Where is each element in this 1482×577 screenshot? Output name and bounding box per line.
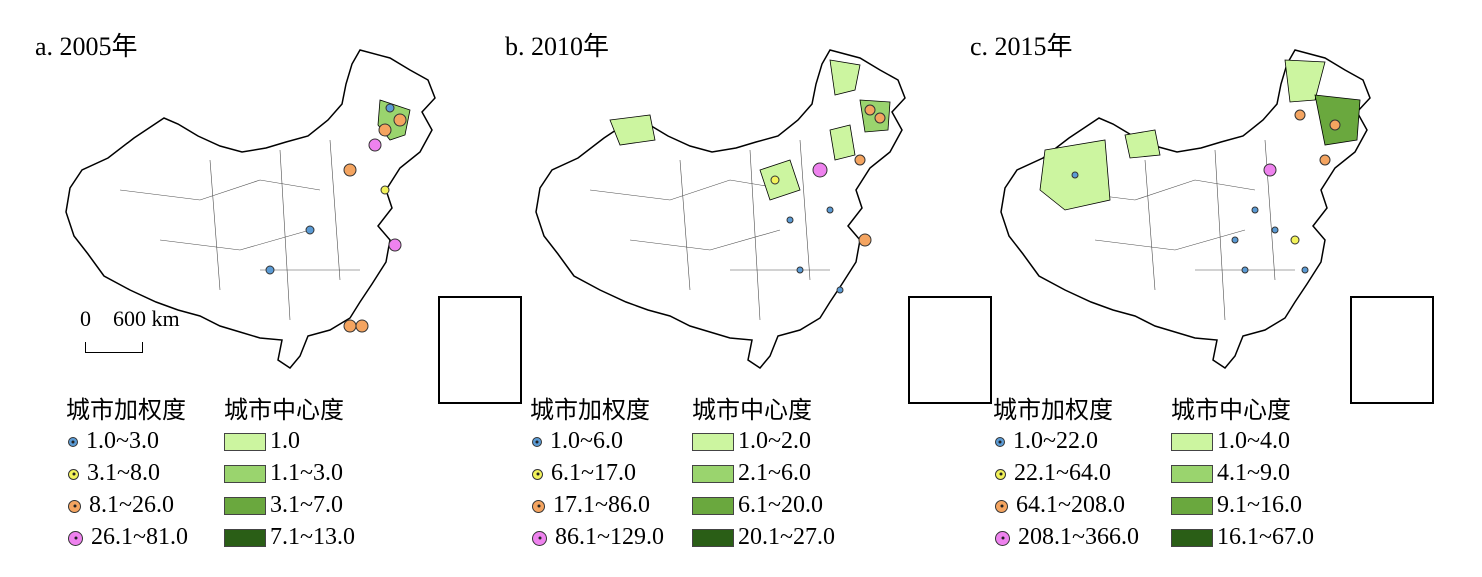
south-china-sea-inset — [908, 296, 992, 404]
legend-c-row-4: 20.1~27.0 — [692, 522, 835, 552]
symbol-icon — [995, 499, 1008, 513]
legend-centrality-header: 城市中心度 — [1171, 398, 1291, 424]
legend-wd-row-4: 26.1~81.0 — [68, 522, 188, 552]
symbol-icon — [68, 437, 78, 448]
legend-wd-row-1: 1.0~6.0 — [532, 426, 623, 456]
panel-2010: b. 2010年 城市加权度 城市中心度 1.0~6.0 6.1~17.0 17… — [500, 0, 992, 577]
legend-c-row-2: 1.1~3.0 — [224, 458, 343, 488]
swatch-icon — [692, 433, 734, 452]
swatch-icon — [224, 529, 266, 548]
scale-bar: 0 600 km — [80, 306, 180, 353]
swatch-icon — [224, 465, 266, 484]
legend-wd-row-3: 64.1~208.0 — [995, 490, 1125, 520]
symbol-icon — [68, 468, 79, 480]
legend-c-row-2: 4.1~9.0 — [1171, 458, 1290, 488]
legend-centrality-header: 城市中心度 — [692, 398, 812, 424]
panel-title: a. 2005年 — [35, 32, 138, 61]
legend-wd-row-1: 1.0~22.0 — [995, 426, 1098, 456]
china-map — [1000, 49, 1371, 369]
legend-centrality-header: 城市中心度 — [224, 398, 344, 424]
symbol-icon — [68, 499, 81, 513]
china-map — [535, 49, 906, 369]
legend-wd-row-1: 1.0~3.0 — [68, 426, 159, 456]
swatch-icon — [1171, 433, 1213, 452]
symbol-icon — [532, 437, 542, 448]
legend-weighted-degree-header: 城市加权度 — [993, 398, 1113, 424]
panel-2015: c. 2015年 城市加权度 城市中心度 1.0~22.0 22.1~64.0 … — [965, 0, 1435, 577]
symbol-icon — [532, 468, 543, 480]
panel-title: c. 2015年 — [970, 32, 1073, 61]
china-map — [65, 49, 436, 369]
swatch-icon — [1171, 465, 1213, 484]
legend-wd-row-3: 17.1~86.0 — [532, 490, 650, 520]
legend-c-row-4: 16.1~67.0 — [1171, 522, 1314, 552]
panel-2005: a. 2005年 0 600 km 城市加权度 城市中心度 1.0~3. — [30, 0, 522, 577]
symbol-icon — [995, 468, 1006, 480]
scale-zero: 0 — [80, 306, 91, 331]
legend-c-row-2: 2.1~6.0 — [692, 458, 811, 488]
legend-c-row-3: 3.1~7.0 — [224, 490, 343, 520]
panel-title: b. 2010年 — [505, 32, 610, 61]
legend-wd-row-3: 8.1~26.0 — [68, 490, 174, 520]
south-china-sea-inset — [438, 296, 522, 404]
legend-c-row-1: 1.0~2.0 — [692, 426, 811, 456]
symbol-icon — [995, 530, 1010, 546]
legend-wd-row-4: 86.1~129.0 — [532, 522, 664, 552]
legend-wd-row-2: 6.1~17.0 — [532, 458, 636, 488]
legend-c-row-3: 6.1~20.0 — [692, 490, 823, 520]
legend-wd-row-2: 3.1~8.0 — [68, 458, 160, 488]
legend-c-row-3: 9.1~16.0 — [1171, 490, 1302, 520]
legend-weighted-degree-header: 城市加权度 — [66, 398, 186, 424]
symbol-icon — [532, 530, 547, 546]
symbol-icon — [68, 530, 83, 546]
swatch-icon — [224, 433, 266, 452]
swatch-icon — [1171, 529, 1213, 548]
legend-c-row-1: 1.0~4.0 — [1171, 426, 1290, 456]
legend-wd-row-2: 22.1~64.0 — [995, 458, 1111, 488]
symbol-icon — [995, 437, 1005, 448]
scale-distance: 600 km — [113, 306, 180, 331]
symbol-icon — [532, 499, 545, 513]
legend-wd-row-4: 208.1~366.0 — [995, 522, 1139, 552]
legend-weighted-degree-header: 城市加权度 — [530, 398, 650, 424]
swatch-icon — [692, 497, 734, 516]
legend-c-row-4: 7.1~13.0 — [224, 522, 355, 552]
legend-c-row-1: 1.0 — [224, 426, 300, 456]
swatch-icon — [224, 497, 266, 516]
swatch-icon — [1171, 497, 1213, 516]
swatch-icon — [692, 465, 734, 484]
south-china-sea-inset — [1350, 296, 1434, 404]
swatch-icon — [692, 529, 734, 548]
